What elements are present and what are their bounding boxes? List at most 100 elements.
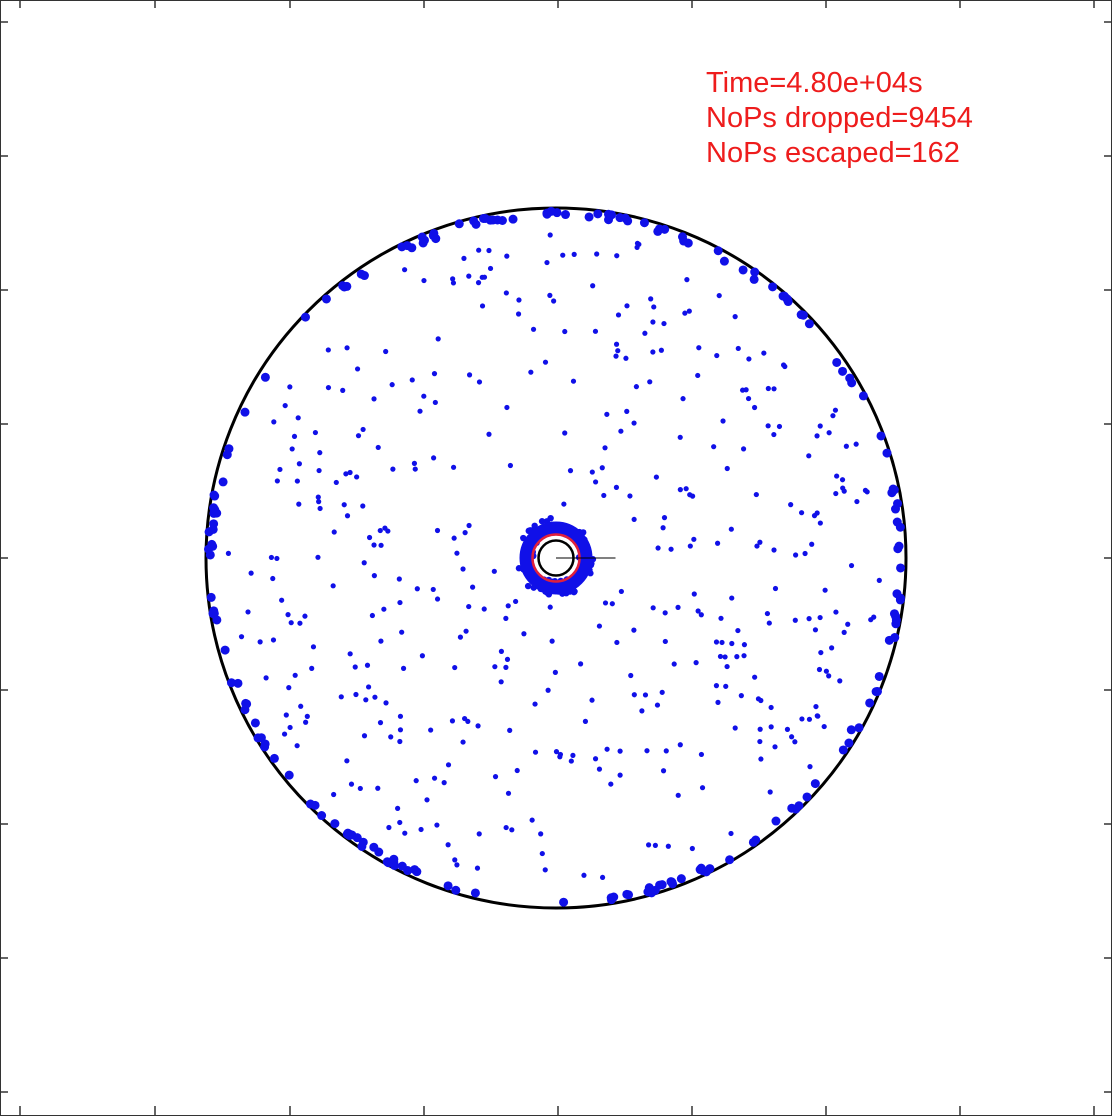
particle-point bbox=[452, 857, 458, 863]
particle-point bbox=[304, 713, 310, 719]
particle-point bbox=[806, 716, 813, 722]
particle-point bbox=[724, 465, 730, 472]
particle-point bbox=[366, 534, 373, 541]
particle-point bbox=[871, 687, 881, 697]
particle-point bbox=[381, 606, 387, 612]
particle-point bbox=[333, 479, 339, 486]
particle-point bbox=[411, 460, 418, 466]
particle-point bbox=[578, 661, 584, 667]
particle-point bbox=[204, 544, 214, 554]
particle-point bbox=[695, 608, 701, 614]
particle-point bbox=[428, 727, 434, 733]
particle-point bbox=[344, 513, 351, 519]
particle-point bbox=[431, 775, 438, 781]
particle-point bbox=[402, 267, 408, 273]
particle-point bbox=[395, 805, 401, 811]
particle-point bbox=[839, 477, 846, 483]
particle-point bbox=[757, 539, 763, 545]
particle-point bbox=[738, 265, 748, 275]
particle-point bbox=[817, 520, 823, 526]
particle-point bbox=[225, 550, 232, 556]
particle-point bbox=[389, 382, 395, 388]
particle-point bbox=[343, 471, 349, 477]
outer-circle bbox=[204, 206, 908, 910]
particle-point bbox=[352, 664, 358, 670]
particle-point bbox=[689, 845, 695, 852]
particle-point bbox=[844, 738, 854, 748]
particle-point bbox=[369, 612, 375, 619]
particle-point bbox=[719, 639, 725, 646]
particle-point bbox=[295, 415, 301, 421]
particle-point bbox=[212, 508, 222, 518]
particle-point bbox=[279, 597, 285, 603]
particle-point bbox=[315, 494, 321, 500]
particle-point bbox=[294, 743, 300, 749]
particle-point bbox=[814, 510, 820, 516]
particle-point bbox=[361, 560, 367, 566]
particle-point bbox=[371, 542, 377, 548]
particle-point bbox=[538, 518, 546, 525]
particle-point bbox=[402, 830, 408, 836]
particle-point bbox=[767, 789, 773, 795]
particle-point bbox=[826, 430, 832, 436]
particle-point bbox=[615, 312, 622, 318]
particle-point bbox=[864, 489, 870, 495]
particle-point bbox=[806, 453, 812, 459]
particle-point bbox=[854, 498, 860, 505]
particle-point bbox=[450, 280, 457, 286]
particle-point bbox=[474, 865, 481, 871]
particle-point bbox=[321, 294, 331, 304]
particle-point bbox=[330, 819, 340, 829]
particle-point bbox=[768, 704, 774, 711]
particle-point bbox=[732, 725, 738, 731]
particle-point bbox=[765, 385, 771, 392]
particle-point bbox=[281, 731, 288, 737]
particle-point bbox=[645, 842, 652, 848]
particle-point bbox=[615, 213, 625, 223]
particle-point bbox=[813, 703, 819, 710]
particle-point bbox=[331, 529, 337, 535]
particle-point bbox=[690, 493, 696, 499]
particle-point bbox=[841, 488, 847, 494]
particle-point bbox=[695, 372, 701, 379]
particle-point bbox=[826, 673, 832, 679]
particle-point bbox=[312, 429, 319, 436]
particle-point bbox=[648, 296, 654, 302]
particle-point bbox=[434, 822, 440, 828]
particle-point bbox=[372, 694, 378, 700]
particle-point bbox=[613, 341, 620, 347]
particle-point bbox=[802, 792, 812, 802]
particle-point bbox=[838, 745, 848, 755]
particle-point bbox=[360, 426, 366, 433]
particle-point bbox=[661, 320, 667, 327]
particle-point bbox=[624, 408, 630, 414]
particle-point bbox=[413, 778, 419, 784]
particle-point bbox=[354, 474, 360, 480]
particle-point bbox=[369, 842, 379, 852]
particle-point bbox=[479, 303, 486, 309]
particle-point bbox=[454, 862, 460, 868]
particle-point bbox=[714, 540, 721, 546]
particle-point bbox=[848, 562, 855, 569]
particle-point bbox=[562, 328, 568, 335]
particle-point bbox=[675, 604, 681, 610]
particle-point bbox=[417, 408, 423, 414]
particle-point bbox=[608, 781, 614, 787]
particle-point bbox=[590, 283, 596, 289]
particle-point bbox=[263, 675, 269, 681]
particle-point bbox=[644, 748, 650, 754]
particle-point bbox=[771, 431, 777, 438]
particle-point bbox=[772, 585, 779, 592]
particle-point bbox=[599, 874, 606, 881]
particle-point bbox=[330, 583, 336, 589]
particle-point bbox=[529, 817, 535, 823]
particle-point bbox=[539, 850, 545, 857]
particle-point bbox=[691, 591, 697, 597]
particle-point bbox=[837, 678, 843, 684]
particle-point bbox=[834, 473, 840, 479]
particle-point bbox=[745, 395, 752, 402]
particle-point bbox=[400, 665, 407, 671]
particle-point bbox=[430, 586, 436, 593]
particle-point bbox=[758, 756, 764, 762]
particle-point bbox=[804, 319, 814, 329]
